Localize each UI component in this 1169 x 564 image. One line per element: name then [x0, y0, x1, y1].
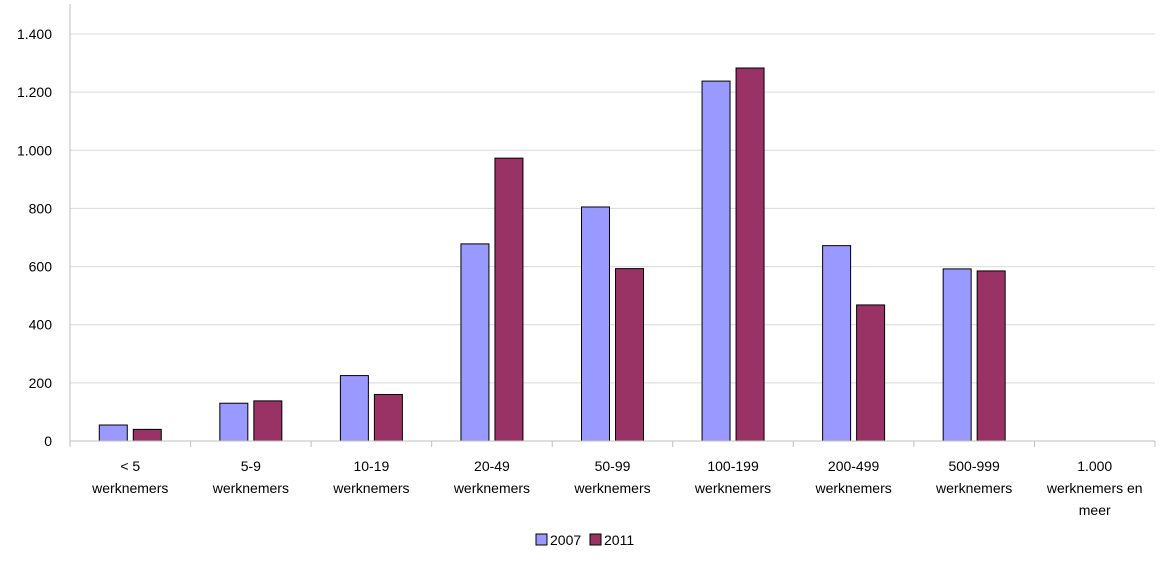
gridlines: [70, 33, 1155, 384]
bar-2007: [942, 268, 972, 442]
x-tick-label: werknemers: [332, 480, 409, 496]
legend: 2007 2011: [535, 532, 634, 548]
y-tick-label: 1.400: [17, 26, 52, 42]
bar-2007: [701, 80, 731, 442]
bar-2011: [494, 157, 524, 442]
bar-2007: [581, 206, 610, 442]
x-tick-label: werknemers: [694, 480, 771, 496]
bar-2011: [615, 268, 644, 442]
x-tick-labels: < 5 werknemers 5-9 werknemers 10-19 werknemer…: [91, 458, 1142, 518]
legend-label-2011: 2011: [604, 532, 634, 548]
bar-2011: [373, 393, 403, 442]
bar-2007: [98, 424, 128, 442]
bar-2007: [219, 402, 249, 442]
y-tick-label: 800: [29, 200, 53, 216]
x-tick-label: werknemers: [573, 480, 650, 496]
bars: [98, 67, 1006, 442]
x-tick-label: 20-49: [474, 458, 510, 474]
y-tick-label: 600: [29, 259, 53, 275]
y-tick-label: 0: [44, 433, 52, 449]
x-tick-label: 1.000: [1077, 458, 1112, 474]
legend-swatch-2007: [535, 533, 548, 546]
x-tick-label: werknemers: [935, 480, 1012, 496]
x-tick-label: 500-999: [948, 458, 1000, 474]
bar-2011: [132, 428, 162, 442]
legend-swatch-2011: [589, 533, 602, 546]
y-tick-label: 1.000: [17, 142, 52, 158]
bar-2011: [976, 270, 1006, 442]
x-tick-label: 5-9: [241, 458, 261, 474]
bar-2007: [460, 243, 490, 442]
x-tick-label: werknemers: [91, 480, 168, 496]
bar-2011: [856, 304, 886, 442]
x-tick-label: 200-499: [828, 458, 880, 474]
bar-2011: [735, 67, 765, 442]
x-tick-label: werknemers: [212, 480, 289, 496]
axes: [69, 4, 1156, 447]
x-tick-label: < 5: [120, 458, 140, 474]
y-tick-label: 200: [29, 375, 53, 391]
legend-label-2007: 2007: [550, 532, 581, 548]
x-tick-label: 10-19: [353, 458, 389, 474]
bar-2011: [253, 400, 283, 442]
x-tick-label: 100-199: [707, 458, 759, 474]
x-tick-label: werknemers en: [1046, 480, 1143, 496]
y-tick-labels: 0 200 400 600 800 1.000 1.200 1.400: [17, 26, 52, 449]
y-tick-label: 400: [29, 317, 53, 333]
x-tick-label: meer: [1079, 502, 1111, 518]
y-tick-label: 1.200: [17, 84, 52, 100]
x-tick-label: werknemers: [814, 480, 891, 496]
bar-2007: [822, 245, 852, 442]
bar-2007: [339, 375, 369, 442]
x-tick-label: werknemers: [453, 480, 530, 496]
x-tick-label: 50-99: [595, 458, 631, 474]
